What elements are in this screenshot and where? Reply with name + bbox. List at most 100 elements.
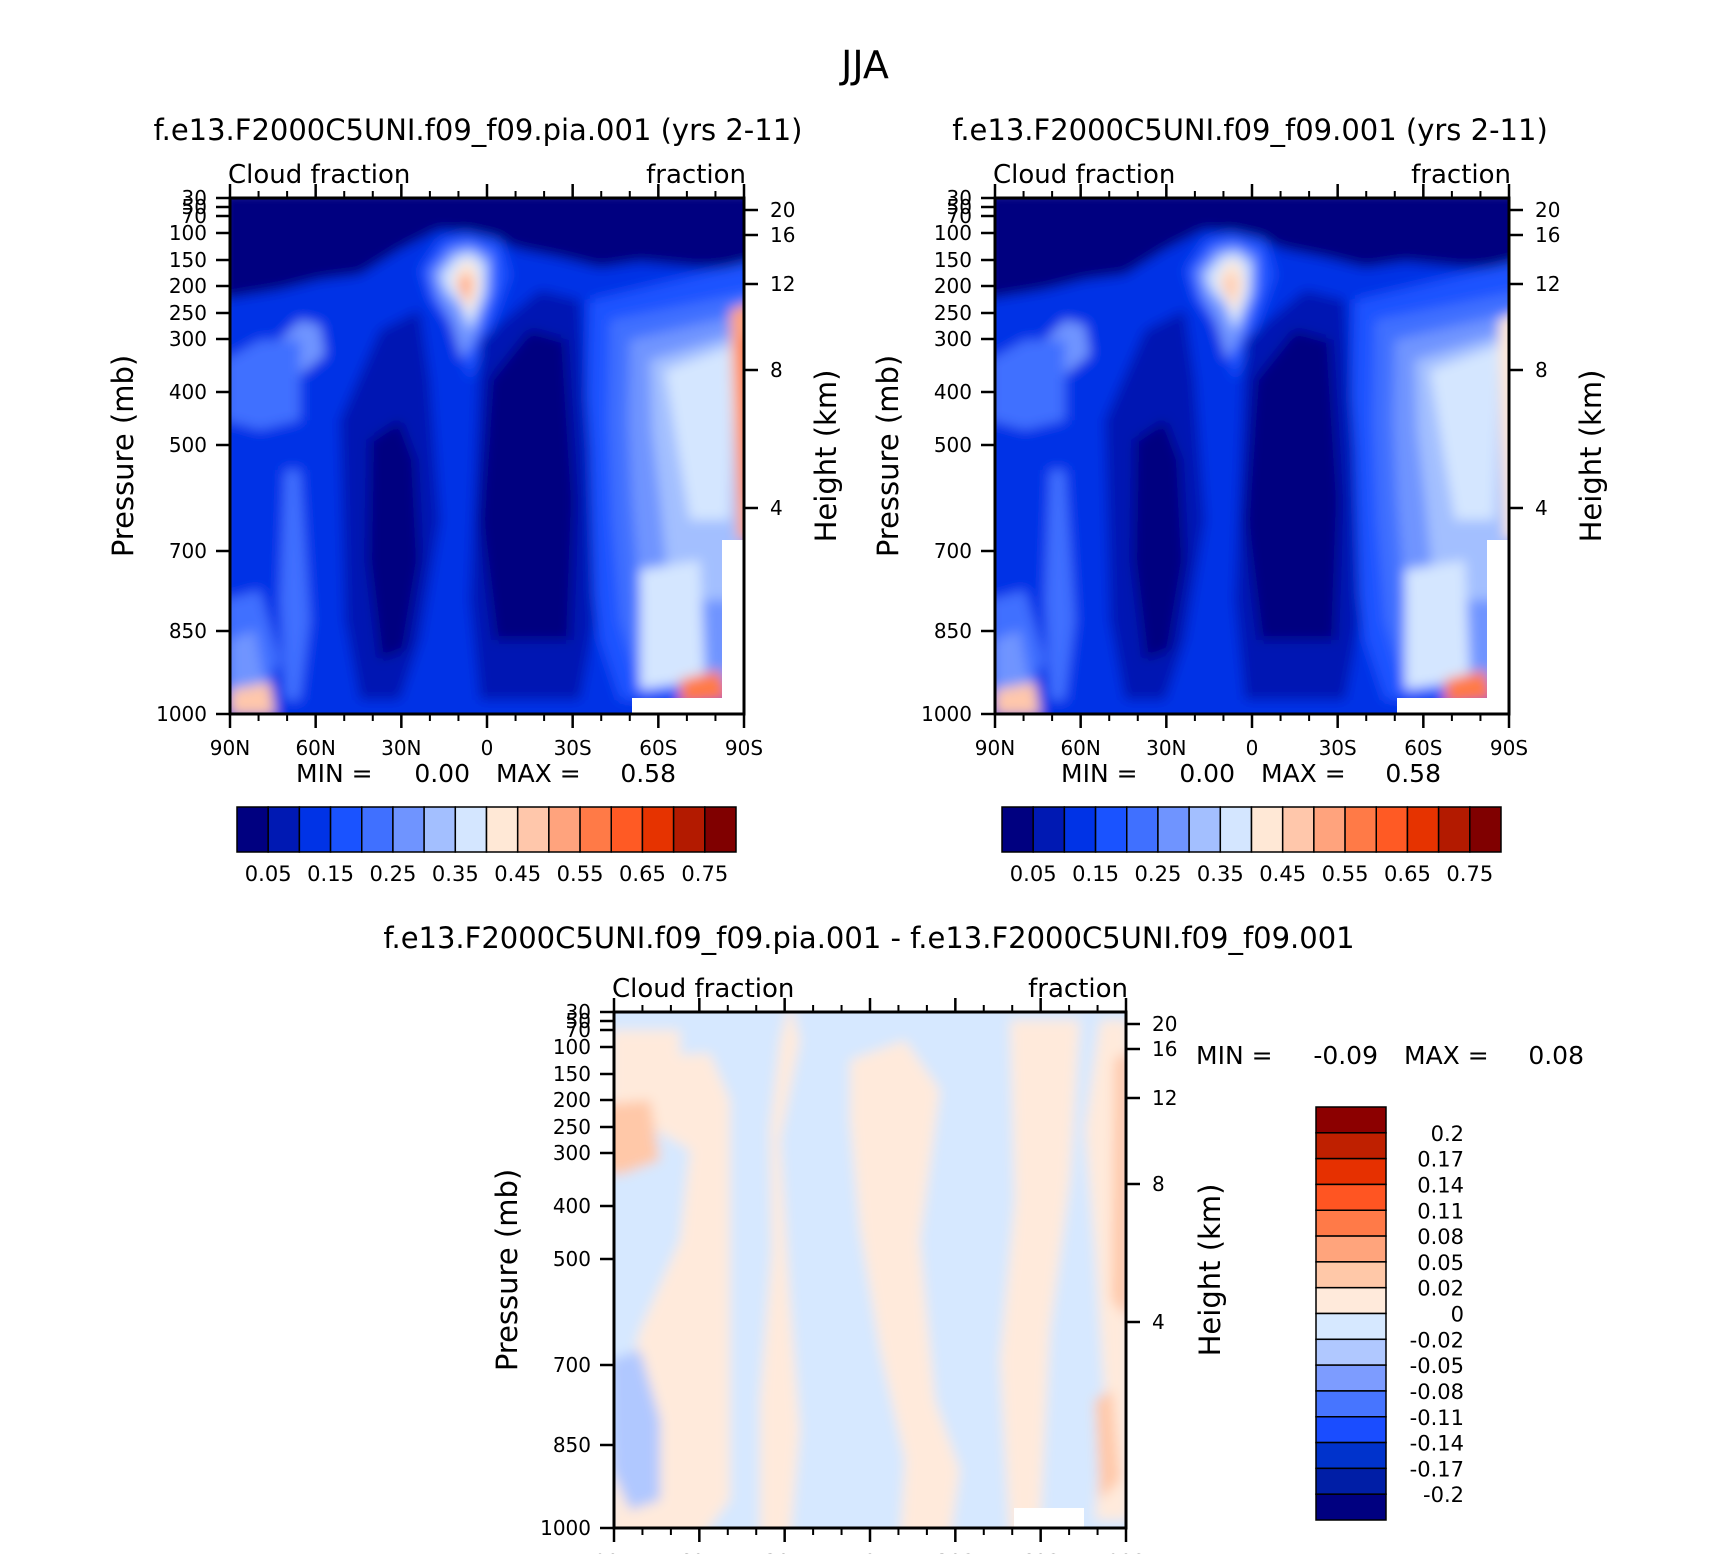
colorbar-label: -0.05	[1410, 1354, 1464, 1378]
y-tick-label: 30	[947, 186, 972, 210]
colorbar-label: 0.17	[1417, 1148, 1464, 1172]
colorbar-swatch	[1188, 806, 1222, 853]
x-tick-label: 90S	[725, 736, 763, 760]
colorbar-swatch	[641, 806, 675, 853]
x-tick-label: 30N	[381, 736, 421, 760]
y-tick-label: 850	[169, 619, 207, 643]
panel-2: f.e13.F2000C5UNI.f09_f09.001 (yrs 2-11) …	[871, 113, 1608, 886]
panel-3-max-value: 0.08	[1528, 1041, 1584, 1070]
colorbar-swatch	[1406, 806, 1440, 853]
y-tick-label: 200	[934, 274, 972, 298]
colorbar-swatch	[516, 806, 550, 853]
x-tick-label: 30S	[936, 1550, 974, 1554]
panel-3-right-label: fraction	[1028, 974, 1128, 1004]
y-tick-label: 300	[934, 327, 972, 351]
colorbar-swatch	[1094, 806, 1128, 853]
x-tick-label: 30N	[1146, 736, 1186, 760]
panel-2-title: f.e13.F2000C5UNI.f09_f09.001 (yrs 2-11)	[952, 113, 1548, 147]
y-tick-label: 250	[934, 301, 972, 325]
colorbar-swatch	[1001, 806, 1034, 853]
colorbar-swatch	[1063, 806, 1097, 853]
colorbar-swatch	[1315, 1467, 1387, 1495]
x-tick-label: 60N	[295, 736, 335, 760]
colorbar-swatch	[1315, 1132, 1387, 1160]
y-tick-label: 70	[182, 204, 207, 228]
height-tick-label: 12	[1535, 272, 1560, 296]
y-tick-label: 30	[182, 186, 207, 210]
colorbar-swatch	[1315, 1106, 1387, 1134]
y-tick-label: 500	[553, 1247, 591, 1271]
panel-1-title: f.e13.F2000C5UNI.f09_f09.pia.001 (yrs 2-…	[154, 113, 803, 147]
y-tick-label: 300	[169, 327, 207, 351]
colorbar-label: 0.02	[1417, 1277, 1464, 1301]
colorbar-swatch	[1315, 1157, 1387, 1186]
colorbar-label: 0.45	[494, 862, 541, 886]
colorbar-label: 0.15	[1072, 862, 1119, 886]
x-tick-label: 30S	[554, 736, 592, 760]
y-tick-label: 300	[553, 1141, 591, 1165]
height-tick-label: 4	[1535, 496, 1548, 520]
colorbar-swatch	[610, 806, 644, 853]
figure-title: JJA	[839, 43, 889, 87]
x-tick-label: 90S	[1490, 736, 1528, 760]
panel-2-colorbar: 0.05 0.15 0.25 0.35 0.45 0.55 0.65 0.75	[1001, 806, 1502, 886]
colorbar-label: 0.65	[619, 862, 666, 886]
colorbar-swatch	[392, 806, 425, 853]
colorbar-swatch	[1315, 1441, 1387, 1470]
y-tick-label: 100	[934, 221, 972, 245]
y-tick-label: 400	[934, 380, 972, 404]
colorbar-label: -0.2	[1423, 1483, 1464, 1507]
x-tick-label: 90N	[210, 736, 250, 760]
x-tick-label: 60S	[639, 736, 677, 760]
y-tick-label: 50	[182, 195, 207, 219]
colorbar-swatch	[1313, 806, 1346, 853]
panel-1-min-label: MIN =	[296, 759, 373, 788]
colorbar-swatch	[1315, 1312, 1387, 1341]
x-tick-label: 60S	[1022, 1550, 1060, 1554]
colorbar-label: 0.05	[1010, 862, 1057, 886]
x-tick-label: 0	[864, 1550, 877, 1554]
y-tick-label: 100	[169, 221, 207, 245]
x-tick-label: 90S	[1107, 1550, 1145, 1554]
panel-2-field	[995, 198, 1509, 714]
colorbar-swatch	[329, 806, 363, 853]
colorbar-label: 0.35	[432, 862, 479, 886]
x-tick-label: 0	[481, 736, 494, 760]
colorbar-swatch	[1315, 1338, 1387, 1366]
panel-1-max-value: 0.58	[620, 759, 676, 788]
y-tick-label: 50	[947, 195, 972, 219]
colorbar-label: 0.25	[370, 862, 417, 886]
height-tick-label: 20	[1535, 198, 1560, 222]
panel-3-max-label: MAX =	[1404, 1041, 1489, 1070]
colorbar-swatch	[1315, 1286, 1387, 1315]
colorbar-label: 0.25	[1135, 862, 1182, 886]
y-tick-label: 70	[947, 204, 972, 228]
y-tick-label: 70	[566, 1018, 591, 1042]
y-tick-label: 50	[566, 1009, 591, 1033]
colorbar-swatch	[672, 806, 706, 853]
y-tick-label: 400	[553, 1194, 591, 1218]
panel-1-ylabel: Pressure (mb)	[106, 355, 140, 557]
colorbar-label: 0.65	[1384, 862, 1431, 886]
panel-2-right-label: fraction	[1411, 160, 1511, 190]
panel-3: f.e13.F2000C5UNI.f09_f09.pia.001 - f.e13…	[383, 921, 1584, 1554]
colorbar-swatch	[1250, 806, 1284, 853]
x-tick-label: 90N	[594, 1550, 634, 1554]
height-tick-label: 20	[770, 198, 795, 222]
panel-1-field	[230, 198, 744, 714]
colorbar-label: 0.35	[1197, 862, 1244, 886]
panel-1-right-label: fraction	[646, 160, 746, 190]
height-tick-label: 4	[1152, 1310, 1165, 1334]
panel-1-max-label: MAX =	[496, 759, 581, 788]
colorbar-swatch	[361, 806, 394, 853]
colorbar-label: 0.2	[1431, 1122, 1464, 1146]
colorbar-swatch	[548, 806, 581, 853]
colorbar-swatch	[1219, 806, 1253, 853]
panel-2-ylabel-right: Height (km)	[1574, 370, 1608, 543]
panel-3-left-label: Cloud fraction	[612, 974, 794, 1004]
colorbar-label: 0.45	[1259, 862, 1306, 886]
